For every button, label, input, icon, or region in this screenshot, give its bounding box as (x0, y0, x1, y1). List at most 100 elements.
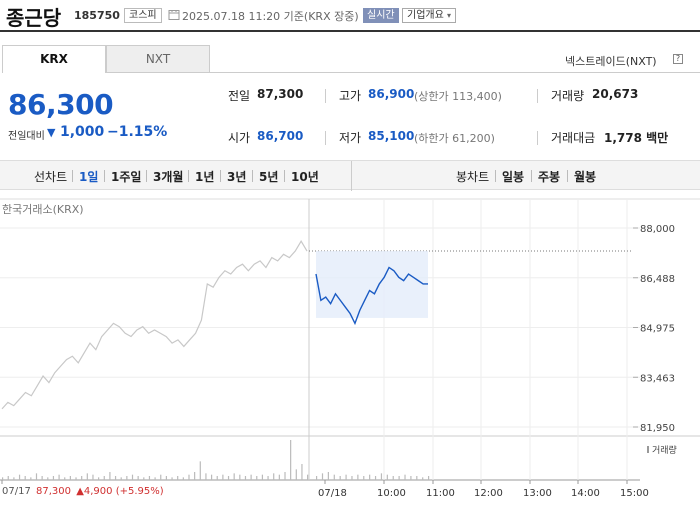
volume-bar (316, 476, 318, 480)
volume-bar (92, 474, 94, 480)
tab-krx[interactable]: KRX (2, 45, 106, 73)
volume-bar (35, 473, 38, 480)
volume-bar (24, 476, 26, 480)
y-axis-labels: 88,000 86,488 84,975 83,463 81,950 (640, 224, 675, 434)
volume-bar (52, 476, 55, 480)
volume-bar (194, 472, 196, 480)
y-tick-label: 86,488 (640, 274, 675, 285)
tab-nxt[interactable]: NXT (106, 45, 210, 73)
volume-bar (410, 476, 412, 480)
nextrade-link[interactable]: 넥스트레이드(NXT) (565, 55, 657, 68)
volume-bar (345, 474, 347, 480)
company-overview-button[interactable]: 기업개요 ▾ (402, 8, 457, 23)
volume-bar (177, 476, 179, 480)
period-10y[interactable]: 10년 (291, 170, 319, 184)
period-1w[interactable]: 1주일 (111, 170, 142, 184)
volume-bar (109, 472, 111, 480)
amount-label: 거래대금 (551, 131, 596, 145)
volume-bar (416, 476, 418, 480)
candle-daily[interactable]: 일봉 (502, 170, 525, 184)
volume-bar (374, 476, 377, 480)
company-name: 종근당 (6, 6, 62, 30)
help-icon[interactable]: ? (673, 54, 683, 64)
volume-label: 거래량 (551, 89, 585, 103)
period-1y[interactable]: 1년 (195, 170, 215, 184)
volume-bar (333, 474, 335, 480)
volume-bar (284, 472, 286, 480)
period-1d[interactable]: 1일 (79, 170, 99, 184)
page-header: 종근당 185750 코스피 2025.07.18 11:20 기준(KRX 장… (0, 0, 700, 32)
volume-bar (404, 474, 406, 480)
tab-divider (210, 72, 700, 73)
divider (325, 131, 326, 145)
candle-chart-label: 봉차트 (456, 170, 490, 184)
volume-legend-label: 거래량 (652, 446, 677, 456)
volume-bar (222, 474, 224, 480)
summary-pct: (+5.95%) (115, 486, 164, 497)
volume-bar (227, 476, 230, 480)
volume-bar (250, 474, 252, 480)
diff-value: 1,000 (60, 124, 105, 140)
volume-bar (273, 473, 275, 480)
stock-code: 185750 (74, 9, 120, 22)
volume-bar (278, 474, 280, 480)
volume-bar (58, 474, 60, 480)
volume-bar (256, 476, 258, 480)
volume-bar (386, 474, 388, 480)
toolbar-divider (351, 161, 352, 191)
x-tick-label: 07/18 (318, 488, 347, 499)
divider (495, 170, 496, 182)
candle-weekly[interactable]: 주봉 (538, 170, 561, 184)
volume-bar (290, 440, 292, 480)
volume-bar (188, 474, 190, 480)
y-tick-label: 81,950 (640, 423, 675, 434)
divider (567, 170, 568, 182)
chart-source-label: 한국거래소(KRX) (2, 203, 84, 216)
divider (531, 170, 532, 182)
volume-bar (380, 473, 383, 480)
x-axis-labels: 07/18 10:00 11:00 12:00 13:00 14:00 15:00 (318, 488, 649, 499)
down-arrow-icon: ▼ (47, 126, 56, 139)
volume-bar (339, 476, 341, 480)
divider (220, 170, 221, 182)
volume-bar (137, 476, 139, 480)
realtime-badge[interactable]: 실시간 (363, 8, 399, 23)
period-3m[interactable]: 3개월 (153, 170, 184, 184)
chevron-down-icon: ▾ (447, 11, 452, 20)
lower-limit: (하한가 61,200) (414, 132, 495, 145)
volume-bar (126, 476, 128, 480)
candle-monthly[interactable]: 월봉 (574, 170, 597, 184)
volume-bar (154, 477, 156, 480)
divider (146, 170, 147, 182)
prev-day-summary: 07/17 87,300 ▲4,900 (+5.95%) (2, 486, 164, 497)
chart-toolbar: 선차트 1일 1주일 3개월 1년 3년 5년 10년 봉차트 일봉 주봉 월봉 (0, 160, 700, 191)
y-tick-label: 84,975 (640, 324, 675, 335)
volume-bar (120, 477, 122, 480)
today-range-box (316, 251, 428, 318)
volume-bar (47, 477, 49, 480)
volume-legend-marker (647, 446, 649, 453)
volume-bar (30, 477, 32, 480)
summary-change: ▲4,900 (76, 486, 113, 497)
divider (537, 89, 538, 103)
volume-bar (13, 477, 15, 480)
volume-bar (261, 474, 264, 480)
volume-bar (75, 477, 77, 480)
volume-bar (7, 476, 9, 480)
volume-bar (369, 474, 371, 480)
divider (252, 170, 253, 182)
volume-bar (98, 477, 100, 480)
divider (284, 170, 285, 182)
volume-bar (205, 473, 207, 480)
volume-bar (148, 476, 151, 480)
volume-bar (392, 476, 394, 480)
period-5y[interactable]: 5년 (259, 170, 279, 184)
volume-bar (131, 474, 134, 480)
x-tick-label: 15:00 (620, 488, 649, 499)
amount-value: 1,778 백만 (604, 131, 669, 145)
diff-label: 전일대비 (8, 131, 45, 142)
period-3y[interactable]: 3년 (227, 170, 247, 184)
divider (325, 89, 326, 103)
prev-close-label: 전일 (228, 89, 251, 103)
